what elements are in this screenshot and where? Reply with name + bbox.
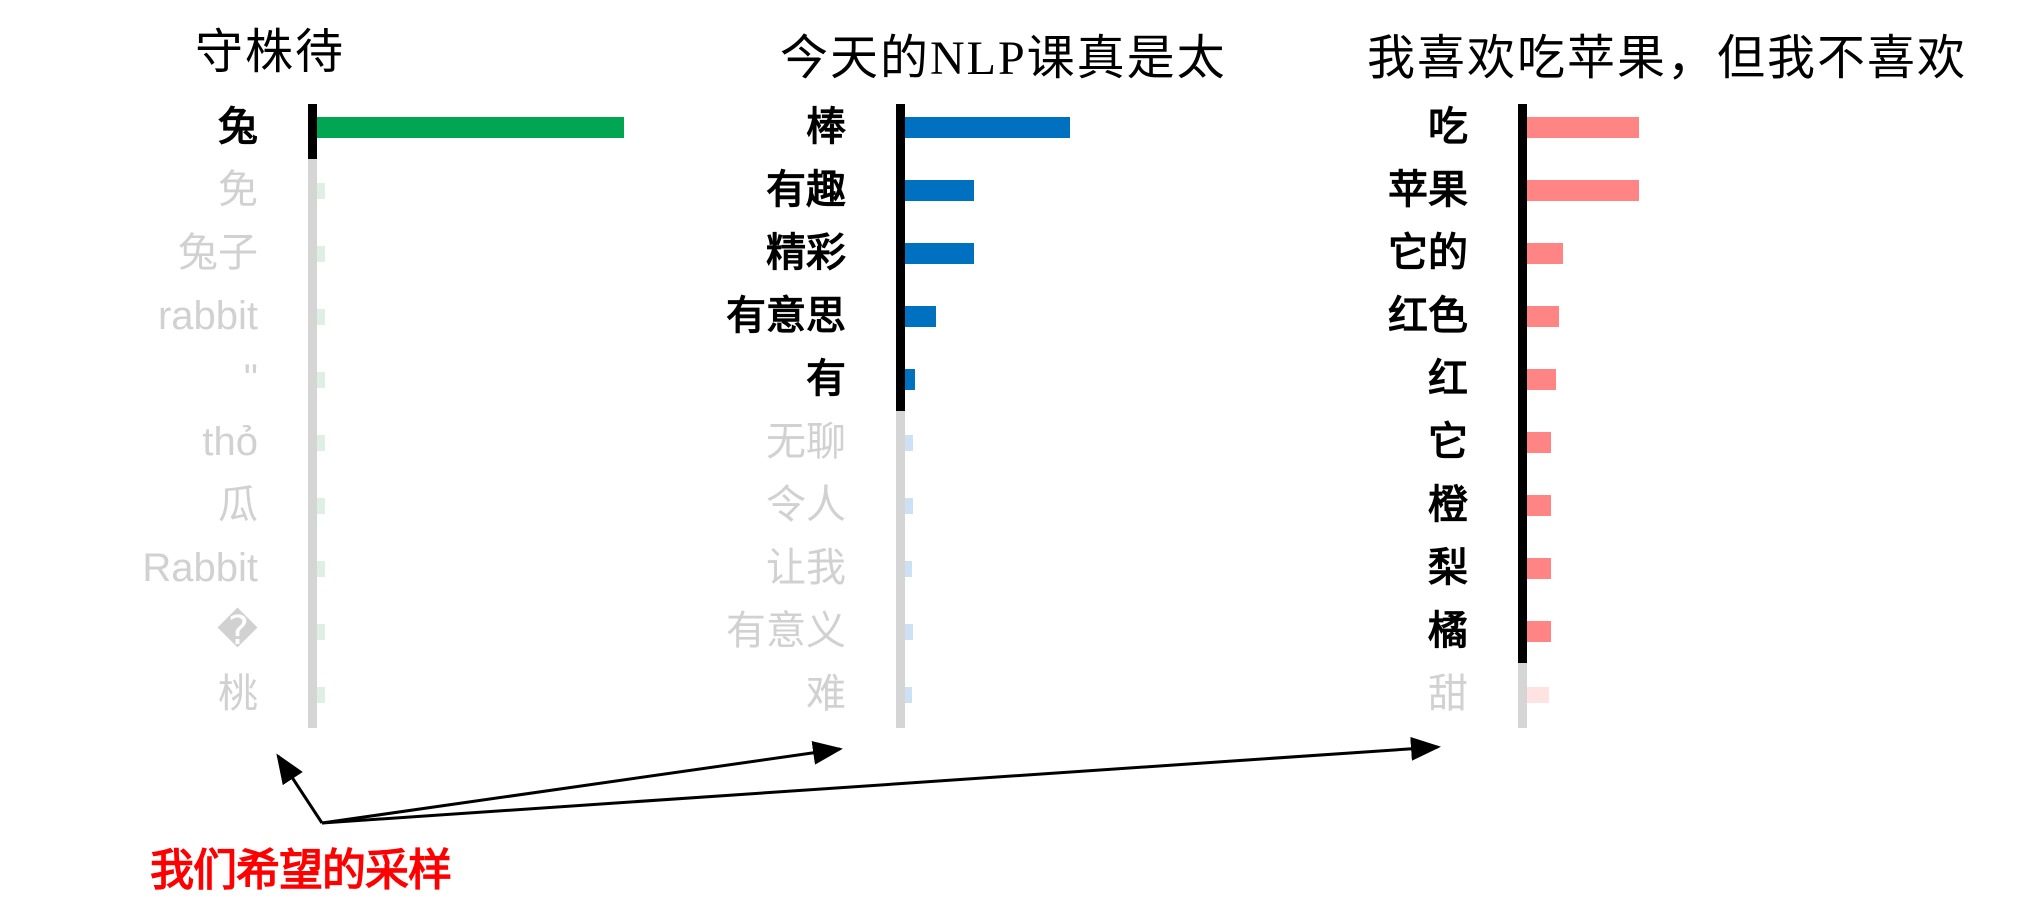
chart-1-probability-bar: [317, 372, 325, 388]
chart-3-probability-bar: [1527, 558, 1551, 579]
chart-2-token-label: 棒: [806, 105, 846, 149]
chart-3-axis-unsampled-segment: [1518, 663, 1527, 728]
chart-2-probability-bar: [905, 561, 912, 577]
chart-3-probability-bar: [1527, 243, 1563, 264]
chart-3-token-label: 吃: [1428, 105, 1468, 149]
chart-2-token-label: 精彩: [766, 231, 846, 275]
chart-2-token-label: 无聊: [766, 420, 846, 464]
chart-2-probability-bar: [905, 369, 915, 390]
chart-3-token-label: 红色: [1388, 294, 1468, 338]
chart-1-probability-bar: [317, 246, 325, 262]
chart-3-probability-bar: [1527, 180, 1639, 201]
chart-3-token-label: 橘: [1428, 609, 1468, 653]
chart-2-token-label: 有意义: [726, 609, 846, 653]
chart-3-axis-sampled-segment: [1518, 104, 1527, 663]
chart-2-token-label: 让我: [766, 546, 846, 590]
chart-3-token-label: 橙: [1428, 483, 1468, 527]
chart-3-probability-bar: [1527, 369, 1556, 390]
chart-3-probability-bar: [1527, 117, 1639, 138]
chart-1-token-label: thỏ: [202, 420, 258, 464]
chart-2-probability-bar: [905, 687, 912, 703]
chart-2-token-label: 有意思: [726, 294, 846, 338]
chart-3-token-label: 苹果: [1388, 168, 1468, 212]
chart-1-token-label: 桃: [218, 672, 258, 716]
arrow-to-chart-2: [321, 740, 843, 825]
chart-1-token-label: 免: [218, 168, 258, 212]
chart-3-token-label: 它: [1428, 420, 1468, 464]
chart-1-token-label: 兔子: [178, 231, 258, 275]
chart-1-token-label: �: [216, 609, 258, 653]
chart-3-title: 我喜欢吃苹果，但我不喜欢: [1367, 32, 1968, 85]
chart-2-axis-sampled-segment: [896, 104, 905, 411]
chart-1-token-label: ": [243, 357, 258, 401]
chart-1-probability-bar: [317, 624, 325, 640]
chart-3-token-label: 它的: [1388, 231, 1468, 275]
chart-3-token-label: 梨: [1428, 546, 1468, 590]
chart-2-token-label: 难: [806, 672, 846, 716]
chart-3-token-label: 红: [1428, 357, 1468, 401]
chart-3-probability-bar: [1527, 687, 1549, 703]
chart-3-probability-bar: [1527, 432, 1551, 453]
chart-2-probability-bar: [905, 117, 1070, 138]
chart-3-probability-bar: [1527, 621, 1551, 642]
chart-1-axis-unsampled-segment: [308, 159, 317, 728]
annotation-red-text: 我们希望的采样: [150, 846, 452, 895]
chart-2-probability-bar: [905, 498, 913, 514]
chart-1-title: 守株待: [195, 26, 346, 79]
chart-2-probability-bar: [905, 180, 974, 201]
chart-1-probability-bar: [317, 183, 325, 199]
chart-2-probability-bar: [905, 243, 974, 264]
chart-1-probability-bar: [317, 561, 325, 577]
chart-2-probability-bar: [905, 306, 936, 327]
chart-1-token-label: Rabbit: [142, 546, 258, 590]
chart-1-token-label: 兔: [218, 105, 258, 149]
chart-2-probability-bar: [905, 624, 913, 640]
chart-3-token-label: 甜: [1428, 672, 1468, 716]
chart-3-probability-bar: [1527, 306, 1559, 327]
chart-2-axis-unsampled-segment: [896, 411, 905, 728]
chart-1-probability-bar: [317, 498, 325, 514]
chart-2-token-label: 有趣: [766, 168, 846, 212]
chart-1-probability-bar: [317, 117, 624, 138]
chart-1-token-label: rabbit: [157, 294, 258, 338]
chart-3-probability-bar: [1527, 495, 1551, 516]
arrow-to-chart-1: [276, 753, 324, 824]
chart-2-token-label: 令人: [766, 483, 846, 527]
chart-2-title: 今天的NLP课真是太: [780, 32, 1227, 85]
chart-2-token-label: 有: [806, 357, 846, 401]
chart-1-probability-bar: [317, 687, 325, 703]
chart-1-axis-sampled-segment: [308, 104, 317, 159]
arrow-to-chart-3: [321, 736, 1441, 825]
chart-1-probability-bar: [317, 309, 325, 325]
chart-1-token-label: 瓜: [218, 483, 258, 527]
chart-2-probability-bar: [905, 435, 913, 451]
chart-1-probability-bar: [317, 435, 325, 451]
